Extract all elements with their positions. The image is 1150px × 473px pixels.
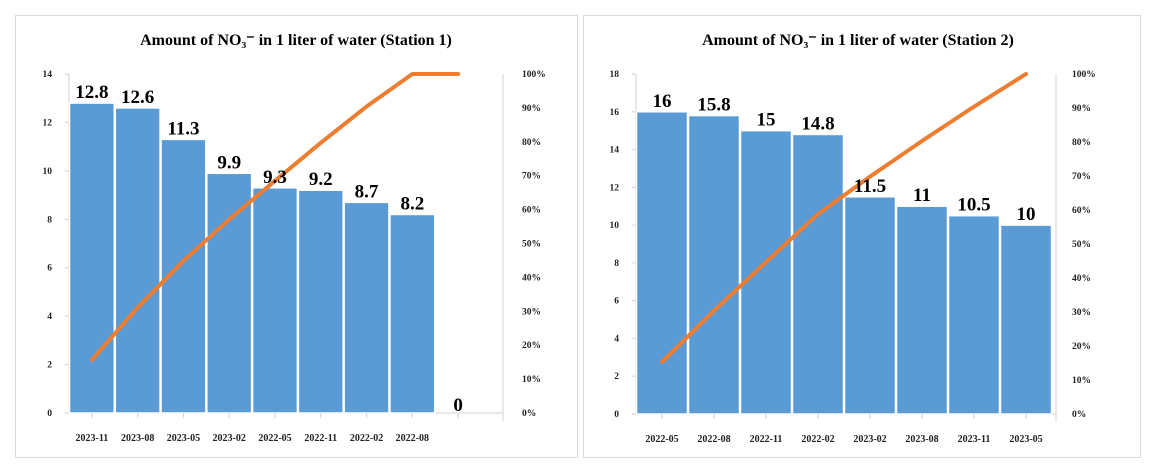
y-tick-label: 8 bbox=[614, 259, 619, 269]
x-tick-label: 2022-05 bbox=[258, 433, 291, 444]
bar bbox=[389, 213, 436, 414]
y2-tick-label: 10% bbox=[522, 375, 541, 385]
bar-data-label: 16 bbox=[653, 91, 672, 112]
y2-tick-label: 40% bbox=[1072, 274, 1091, 284]
y-tick-label: 4 bbox=[614, 334, 619, 344]
cumulative-percent-line bbox=[660, 72, 1028, 364]
bar bbox=[114, 107, 161, 414]
x-tick-label: 2023-11 bbox=[75, 433, 108, 444]
bar bbox=[635, 111, 689, 415]
y2-tick-label: 100% bbox=[1072, 70, 1096, 80]
chart-title-station-2: Amount of NO₃⁻ in 1 liter of water (Stat… bbox=[702, 32, 1014, 49]
x-tick-label: 2022-11 bbox=[304, 433, 337, 444]
y2-tick-label: 60% bbox=[522, 206, 541, 216]
x-tick-label: 2023-08 bbox=[905, 434, 938, 445]
chart-station-2: 0 2 4 6 8 10 12 14 16 18 0% 10% 20% 30% 40% 50% 60% 70% 80… bbox=[610, 70, 1096, 445]
chart-title-station-1: Amount of NO₃⁻ in 1 liter of water (Stat… bbox=[140, 32, 452, 49]
y2-tick-label: 80% bbox=[1072, 138, 1091, 148]
bar-data-label: 11.3 bbox=[167, 118, 199, 139]
bar bbox=[947, 214, 1001, 415]
bar-data-label: 15.8 bbox=[697, 95, 730, 116]
y-tick-label: 14 bbox=[43, 70, 53, 80]
x-tick-label: 2022-05 bbox=[645, 434, 678, 445]
x-tick-label: 2022-08 bbox=[396, 433, 429, 444]
bar-data-label: 0 bbox=[453, 395, 463, 416]
x-tick-label: 2022-11 bbox=[750, 434, 783, 445]
y2-tick-label: 30% bbox=[1072, 308, 1091, 318]
x-tick-label: 2023-02 bbox=[213, 433, 246, 444]
bar-data-label: 8.2 bbox=[400, 193, 424, 214]
bar-data-label: 12.8 bbox=[75, 82, 108, 103]
x-tick-label: 2023-05 bbox=[1009, 434, 1042, 445]
y2-tick-label: 100% bbox=[522, 70, 546, 80]
bar-data-label: 10 bbox=[1017, 204, 1036, 225]
y2-tick-label: 70% bbox=[522, 172, 541, 182]
y-tick-label: 18 bbox=[610, 70, 620, 80]
y2-tick-label: 70% bbox=[1072, 172, 1091, 182]
y2-tick-label: 50% bbox=[522, 240, 541, 250]
y2-tick-label: 90% bbox=[522, 104, 541, 114]
y-tick-label: 14 bbox=[610, 146, 620, 156]
y2-tick-label: 0% bbox=[522, 409, 536, 419]
bar bbox=[999, 224, 1053, 415]
bar-data-label: 10.5 bbox=[957, 195, 990, 216]
bar-data-label: 15 bbox=[757, 110, 776, 131]
bar-data-label: 9.2 bbox=[309, 169, 333, 190]
bar bbox=[843, 196, 897, 415]
y2-tick-label: 20% bbox=[1072, 342, 1091, 352]
y-tick-label: 10 bbox=[43, 167, 53, 177]
x-tick-label: 2022-08 bbox=[697, 434, 730, 445]
y-tick-label: 2 bbox=[614, 372, 619, 382]
y2-tick-label: 60% bbox=[1072, 206, 1091, 216]
bar bbox=[791, 133, 845, 415]
y-tick-label: 10 bbox=[610, 221, 620, 231]
y2-tick-label: 10% bbox=[1072, 376, 1091, 386]
bar bbox=[206, 172, 253, 414]
y-tick-label: 2 bbox=[47, 361, 52, 371]
y-tick-label: 12 bbox=[43, 118, 53, 128]
bar-data-label: 9.9 bbox=[217, 152, 241, 173]
bar bbox=[343, 201, 390, 414]
y-tick-label: 12 bbox=[610, 183, 620, 193]
bar-data-label: 9.3 bbox=[263, 167, 287, 188]
bar bbox=[68, 102, 116, 414]
y2-tick-label: 50% bbox=[1072, 240, 1091, 250]
y2-tick-label: 90% bbox=[1072, 104, 1091, 114]
x-tick-label: 2022-02 bbox=[801, 434, 834, 445]
y2-tick-label: 40% bbox=[522, 273, 541, 283]
bar bbox=[297, 189, 344, 414]
bar bbox=[739, 129, 793, 415]
y-tick-label: 16 bbox=[610, 108, 620, 118]
y2-tick-label: 0% bbox=[1072, 410, 1086, 420]
bar-data-label: 11 bbox=[913, 185, 931, 206]
y2-tick-label: 80% bbox=[522, 138, 541, 148]
bar bbox=[895, 205, 949, 415]
y-tick-label: 0 bbox=[614, 410, 619, 420]
bar-data-label: 12.6 bbox=[121, 87, 154, 108]
chart-station-1: 0 2 4 6 8 10 12 14 0% 10% 20% 30% 40% 50% 60% 70% 80% 90%… bbox=[43, 70, 546, 444]
y-tick-label: 0 bbox=[47, 409, 52, 419]
bar bbox=[251, 187, 299, 414]
y2-tick-label: 30% bbox=[522, 307, 541, 317]
bar-data-label: 8.7 bbox=[355, 181, 379, 202]
x-tick-label: 2023-02 bbox=[853, 434, 886, 445]
y-tick-label: 4 bbox=[47, 312, 52, 322]
y-tick-label: 6 bbox=[47, 264, 52, 274]
y-tick-label: 6 bbox=[614, 297, 619, 307]
bar bbox=[687, 114, 741, 415]
bar-data-label: 14.8 bbox=[801, 113, 834, 134]
bar-data-label: 11.5 bbox=[854, 176, 886, 197]
x-tick-label: 2023-11 bbox=[958, 434, 991, 445]
y-tick-label: 8 bbox=[47, 215, 52, 225]
x-tick-label: 2023-05 bbox=[167, 433, 200, 444]
x-tick-label: 2022-02 bbox=[350, 433, 383, 444]
x-tick-label: 2023-08 bbox=[121, 433, 154, 444]
y2-tick-label: 20% bbox=[522, 341, 541, 351]
